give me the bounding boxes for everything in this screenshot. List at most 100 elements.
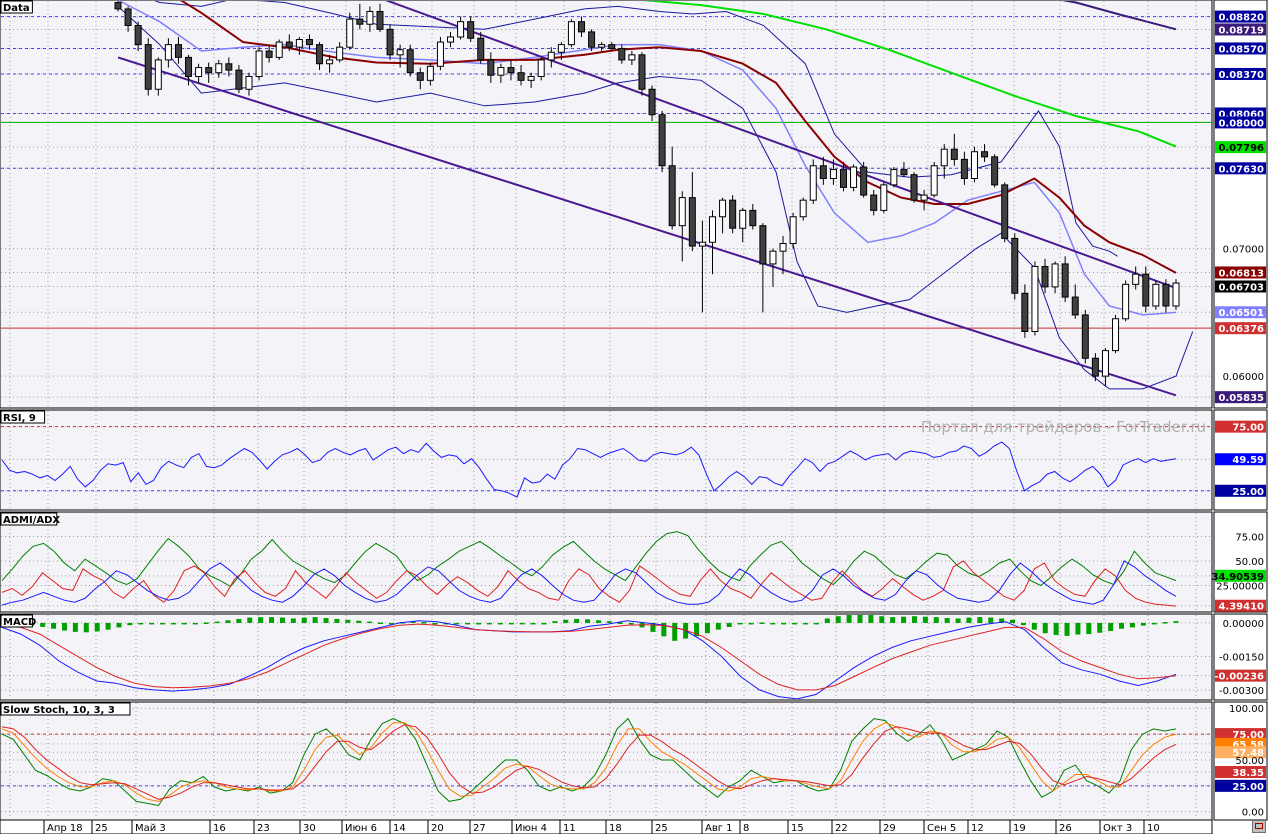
candle [245, 72, 253, 96]
time-label: 14 [393, 823, 406, 834]
candle-body [185, 56, 193, 77]
candle-body [960, 158, 968, 179]
macd-histogram-bar [138, 622, 144, 625]
axis-tick: 75.00 [1235, 533, 1264, 544]
plot-area [0, 511, 1213, 613]
axis-tick: 0.07796 [1215, 141, 1266, 154]
candle-body [991, 156, 999, 186]
macd-histogram-bar [1010, 619, 1016, 623]
macd-histogram-bar [258, 617, 264, 623]
axis-tick-label: 50.00 [1235, 557, 1264, 568]
macd-histogram-bar [977, 617, 983, 623]
candle [708, 210, 716, 275]
axis-tick: 0.05835 [1215, 391, 1266, 404]
macd-histogram-bar [127, 622, 133, 626]
bb-lower-line [117, 6, 1194, 390]
axis-tick-label: 65.58 [1232, 740, 1264, 751]
axis-tick-label: 34.90539 [1211, 572, 1264, 583]
price-badge [1215, 669, 1266, 682]
candle [376, 3, 384, 32]
candle-body [376, 10, 384, 30]
candle [1021, 284, 1029, 338]
price-badge [1215, 746, 1266, 759]
macd-histogram-bar [1053, 622, 1059, 635]
candle [326, 54, 334, 73]
candle [819, 156, 827, 185]
candle-body [1081, 314, 1089, 359]
axis-tick-label: 0.06376 [1218, 324, 1264, 335]
candle-body [809, 165, 817, 201]
candle-body [346, 18, 354, 48]
candle-body [235, 69, 243, 90]
candle-body [507, 67, 515, 74]
candle-body [114, 2, 122, 10]
macd-histogram-bar [1108, 622, 1114, 631]
candle-body [215, 63, 223, 74]
price-badge [1215, 42, 1266, 55]
candle [628, 51, 636, 66]
panel-2: RSI, 9 75.00 49.59 25.00 [0, 409, 1268, 511]
candle [880, 182, 888, 213]
candle [487, 52, 495, 83]
candle-body [527, 76, 535, 81]
candle-body [245, 76, 253, 90]
axis-tick: 0.00000 [1223, 619, 1264, 630]
axis-tick-label: 0.00000 [1223, 619, 1264, 630]
candle [346, 12, 354, 50]
price-badge [1215, 779, 1266, 792]
candle [336, 42, 344, 63]
macd-histogram-bar [432, 622, 438, 625]
axis-tick: 0.08000 [1215, 116, 1266, 129]
candle-body [799, 199, 807, 218]
sma200-line [642, 1, 1177, 148]
plot-content [1, 717, 1177, 807]
candle [416, 67, 424, 90]
candle [174, 36, 182, 64]
time-label: 8 [743, 823, 749, 834]
axis-tick: 0.08370 [1215, 67, 1266, 81]
candle [1091, 353, 1099, 382]
candle-body [930, 165, 938, 196]
macd-histogram-bar [781, 622, 787, 625]
price-badge [1215, 280, 1266, 293]
candle-body [1061, 263, 1069, 298]
candle-body [164, 44, 172, 61]
candle-body [668, 165, 676, 227]
candle-body [447, 36, 455, 43]
macd-histogram-bar [1031, 622, 1037, 630]
candle [1142, 266, 1150, 313]
candle-body [305, 39, 313, 46]
price-badge [1215, 266, 1266, 279]
indicator-series-2 [1, 560, 1177, 607]
price-badge [1215, 391, 1266, 404]
candle [265, 44, 273, 63]
plot-content [1, 615, 1179, 699]
axis-tick-label: 0.06501 [1218, 308, 1264, 319]
macd-histogram-bar [323, 618, 329, 623]
candle-body [366, 10, 374, 25]
axis-tick-label: 0.06703 [1218, 282, 1264, 293]
candle [870, 189, 878, 216]
macd-histogram-bar [748, 622, 754, 625]
axis-tick-label: 4.39410 [1218, 602, 1264, 613]
candle [779, 235, 787, 275]
macd-histogram-bar [704, 622, 710, 634]
axis-tick: 57.48 [1215, 746, 1266, 759]
candle [920, 189, 928, 211]
candle [970, 146, 978, 183]
candle-body [557, 44, 565, 53]
macd-histogram-bar [40, 622, 46, 627]
macd-histogram-bar [225, 620, 231, 623]
candle-body [1041, 265, 1049, 288]
macd-histogram-bar [922, 616, 928, 623]
macd-histogram-bar [51, 622, 57, 629]
panel-4: MACD 0.00000 -0.00150 -0.00236 -0.00300 [0, 613, 1268, 701]
plot-area [0, 0, 1213, 409]
candle [517, 65, 525, 86]
candle-body [608, 44, 616, 49]
candle-body [638, 54, 646, 90]
close-window-button[interactable] [1252, 820, 1266, 833]
candle-body [970, 151, 978, 180]
candle [1001, 182, 1009, 243]
macd-histogram-bar [334, 618, 340, 623]
